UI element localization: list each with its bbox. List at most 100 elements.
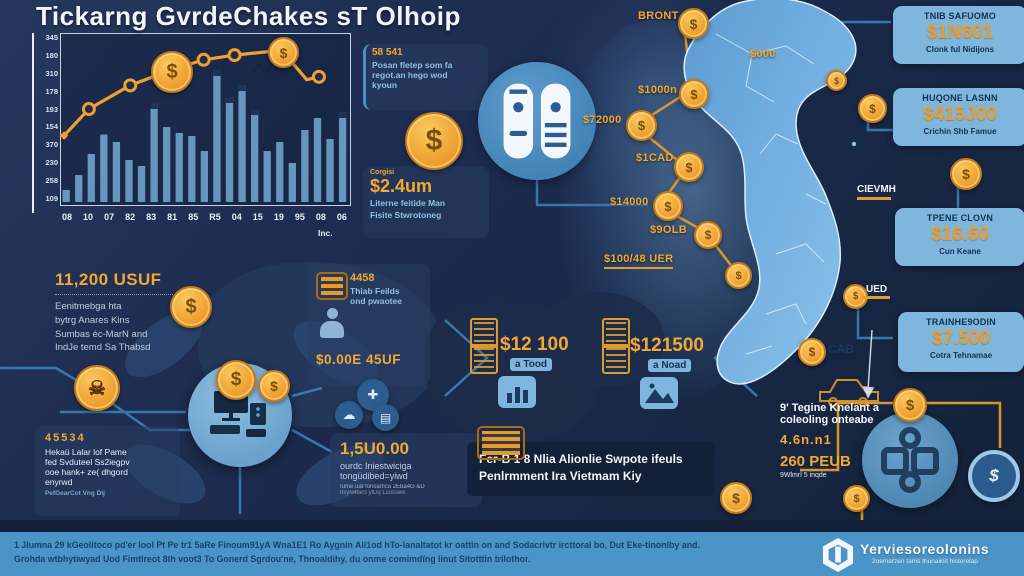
dollar-glyph: $ xyxy=(230,369,242,390)
stat-panel-1-title: TNIB SAFUOMO xyxy=(924,11,996,21)
hub-coin-2: $ xyxy=(216,360,256,400)
dollar-glyph: $ xyxy=(637,118,646,133)
map-coin-north: $ xyxy=(826,70,847,91)
skull-coin: ☠ xyxy=(74,365,120,411)
center-card: 4458 Thiab Feilds ond pwaotee $0.00E 45U… xyxy=(308,264,430,386)
left-stat-line1: Eenitmebga hta xyxy=(55,301,122,312)
amount-card-line1: ourdc Iniestwiciga xyxy=(340,461,412,471)
bottom-right-fine: 9Wlmrl 5 inqde xyxy=(780,472,827,479)
bottom-center-coin: $ xyxy=(720,482,752,514)
bar-glyph xyxy=(514,387,520,403)
cievmh-underline xyxy=(857,197,891,200)
dollar-glyph: $ xyxy=(690,86,698,102)
face-masks-icon xyxy=(503,83,571,159)
price-left-sub: a Tood xyxy=(510,358,553,371)
bottom-left-line1: Hekaü Lalar lof Pame xyxy=(45,447,127,457)
dollar-glyph: $ xyxy=(279,44,288,61)
dollar-glyph: $ xyxy=(425,124,443,157)
stat-panel-4-title: TRAINHE9ODIN xyxy=(926,317,996,327)
doc-icon-left-2 xyxy=(470,344,498,374)
bottom-right-code: 4.6n.n1 xyxy=(780,432,832,447)
map-coin-2: $ xyxy=(843,284,868,309)
info-card-top: 58 541 Posan fletep som fa regot.an hego… xyxy=(363,44,488,110)
stat-panel-1-sub: Clonk ful Nidijons xyxy=(926,45,994,54)
doc-icon-right-2 xyxy=(602,344,630,374)
chart-footnote: Inc. xyxy=(318,228,333,238)
chart-y-axis: 345 180 310 178 193 154 370 230 258 109 xyxy=(45,33,58,203)
puzzle-circle xyxy=(862,412,958,508)
dollar-glyph: $ xyxy=(704,228,712,242)
chain-coin-5: $ xyxy=(694,221,722,249)
amount-card-value: 1,5U0.00 xyxy=(340,439,409,458)
chain-coin-1: $ xyxy=(679,79,709,109)
bottom-left-line2: fed Svduteel Ss2iegpv xyxy=(45,457,130,467)
stat-panel-2-sub: Crichin Shb Famue xyxy=(923,127,997,136)
brand-tagline: 2oemarzen tams thunaiklit historelap xyxy=(872,558,978,565)
chain-label-1: $1000n xyxy=(638,84,678,96)
stat-panel-4-sub: Cotra Tehnamae xyxy=(929,351,993,360)
zigzag-annotation xyxy=(251,61,281,76)
dollar-glyph: $ xyxy=(166,60,178,83)
dollar-glyph: $ xyxy=(853,492,860,505)
ued-underline xyxy=(862,296,890,299)
plus-glyph: ✚ xyxy=(367,387,379,402)
cloud-glyph: ☁ xyxy=(342,407,356,422)
info-card-line1: Posan fletep som fa xyxy=(372,60,453,70)
money-card-label: Corgisi xyxy=(370,169,395,176)
info-card-line3: kyoun xyxy=(372,80,398,90)
badge-dollar-glyph: $ xyxy=(989,466,999,485)
amount-card-line2: tongüdibed=yiwd xyxy=(340,471,408,481)
hub-coin-1: $ xyxy=(170,286,212,328)
info-card-badge: 58 541 xyxy=(372,47,403,58)
bottom-left-line3: ooe hank+ ze( dhgord xyxy=(45,467,128,477)
chain-label-3: $1CAD xyxy=(636,152,674,164)
chain-coin-3: $ xyxy=(674,152,704,182)
center-card-line1: Thiab Feilds xyxy=(350,286,400,296)
bar-line-chart-svg xyxy=(60,48,347,202)
down-arrow-icon xyxy=(862,329,875,399)
chart-axis-line xyxy=(32,33,34,213)
island-dot xyxy=(851,141,857,147)
bar-glyph xyxy=(522,390,528,403)
chain-top-label: BRONT xyxy=(638,10,679,22)
bottom-right-line1: 9' Tegine Knelant a xyxy=(780,402,879,414)
grid-glyph: ▤ xyxy=(379,410,392,425)
chain-label-6: $100/48 UER xyxy=(604,253,674,269)
map-coin-1: $ xyxy=(725,262,752,289)
bottom-right-value: 260 PEUB xyxy=(780,453,851,470)
chart-coin-large: $ xyxy=(151,51,193,93)
left-stat-block: 11,200 USUF Eenitmebga hta bytrg Anares … xyxy=(55,270,185,355)
hub-coin-3: $ xyxy=(258,370,290,402)
bottom-right-coin-top: $ xyxy=(893,388,927,422)
money-card: Corgisi $2.4um Literne feitide Man Fisit… xyxy=(363,166,489,238)
brand-logo-icon xyxy=(822,538,854,572)
money-card-line2: Fisite Stwrotoneg xyxy=(370,210,442,220)
stat-panel-3-title: TPENE CLOVN xyxy=(926,213,994,223)
price-left-chart-icon xyxy=(498,376,536,408)
trend-chart: 345 180 310 178 193 154 370 230 258 109 08 10 07 82 8… xyxy=(30,30,352,248)
bottom-right-coin-small: $ xyxy=(843,485,870,512)
map-coin-cab: $ xyxy=(798,338,826,366)
dollar-glyph: $ xyxy=(185,295,197,318)
page-title: Tickarng GvrdeChakes sT Olhoip xyxy=(36,1,461,31)
bottom-left-badge: 45534 xyxy=(45,432,86,444)
amount-card: 1,5U0.00 ourdc Iniestwiciga tongüdibed=y… xyxy=(330,433,482,507)
dollar-glyph: $ xyxy=(962,166,970,182)
left-stat-line3: Sumbas éc-MarN and xyxy=(55,328,148,340)
footer: 1 Jlumna 29 kGeolitoco pd'er lool Pt Pe … xyxy=(0,532,1024,576)
bar-glyph xyxy=(506,393,512,403)
doc-icon-right-1 xyxy=(602,318,630,348)
center-card-line2: ond pwaotee xyxy=(350,296,402,306)
money-card-line1: Literne feitide Man xyxy=(370,198,446,208)
chain-coin-4: $ xyxy=(653,191,683,221)
left-stat-value: 11,200 USUF xyxy=(55,270,162,289)
skull-glyph: ☠ xyxy=(88,377,106,400)
banner: Fer-B 1 8 Nlia Alionlie Swpote ifeuls Pe… xyxy=(467,442,715,496)
map-label-cab: CAB xyxy=(828,342,854,356)
banner-line1: Fer-B 1 8 Nlia Alionlie Swpote ifeuls xyxy=(479,452,683,466)
dollar-glyph: $ xyxy=(808,345,816,359)
chain-label-5: $9OLB xyxy=(650,224,687,236)
amount-card-fine2: hsyiwlbeS ylDq Lsosswk xyxy=(340,490,406,496)
stat-panel-2: HUQONE LASNN $415J00 Crichin Shb Famue xyxy=(893,88,1024,146)
